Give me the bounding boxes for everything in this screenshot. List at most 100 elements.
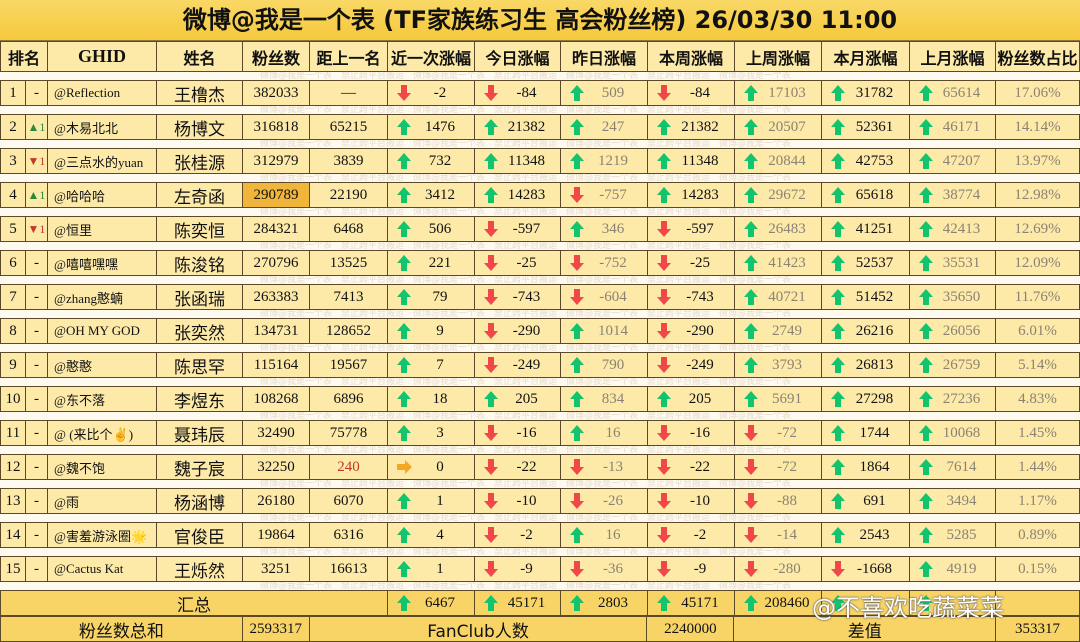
arrow-up-icon (744, 153, 758, 169)
watermark-band: 微博@我是一个表 禁止跨平台搬运 微博@我是一个表 禁止跨平台搬运 微博@我是一… (0, 208, 1080, 216)
arrow-up-icon (570, 323, 584, 339)
rank-change: - (26, 523, 48, 547)
arrow-up-icon (831, 493, 845, 509)
arrow-up-icon (919, 561, 933, 577)
ghid: @雨 (48, 489, 157, 513)
this-week-change: 14283 (648, 183, 735, 207)
fan-share: 1.17% (996, 489, 1080, 513)
yesterday-change: -26 (561, 489, 648, 513)
member-name: 陈思罕 (157, 353, 243, 377)
arrow-down-icon (570, 289, 584, 305)
this-week-change: -22 (648, 455, 735, 479)
arrow-down-icon (484, 357, 498, 373)
rank-change: - (26, 251, 48, 275)
summary-last-month (910, 591, 996, 615)
arrow-up-icon (657, 595, 671, 611)
arrow-down-icon (570, 493, 584, 509)
arrow-down-icon (657, 527, 671, 543)
last-month-change: 42413 (910, 217, 996, 241)
arrow-up-icon (397, 595, 411, 611)
table-row: 10 - @东不落 李煜东 108268 6896 18 205 834 205 5691… (0, 386, 1080, 412)
last-week-change: -88 (735, 489, 822, 513)
arrow-up-icon (919, 357, 933, 373)
header-cell: 本周涨幅 (648, 42, 735, 71)
fan-share: 1.44% (996, 455, 1080, 479)
arrow-down-icon (744, 425, 758, 441)
gap-to-previous: 65215 (310, 115, 388, 139)
arrow-up-icon (484, 187, 498, 203)
member-name: 王烁然 (157, 557, 243, 581)
fan-count: 284321 (243, 217, 310, 241)
arrow-up-icon (919, 323, 933, 339)
watermark-band: 微博@我是一个表 禁止跨平台搬运 微博@我是一个表 禁止跨平台搬运 微博@我是一… (0, 310, 1080, 318)
fan-count: 316818 (243, 115, 310, 139)
fan-count: 115164 (243, 353, 310, 377)
yesterday-change: 346 (561, 217, 648, 241)
watermark-band: 微博@我是一个表 禁止跨平台搬运 微博@我是一个表 禁止跨平台搬运 微博@我是一… (0, 344, 1080, 352)
watermark-band: 微博@我是一个表 禁止跨平台搬运 微博@我是一个表 禁止跨平台搬运 微博@我是一… (0, 174, 1080, 182)
recent-change: 3 (388, 421, 475, 445)
rank: 9 (0, 353, 26, 377)
rank: 8 (0, 319, 26, 343)
this-week-change: -743 (648, 285, 735, 309)
yesterday-change: 834 (561, 387, 648, 411)
this-month-change: 27298 (822, 387, 910, 411)
ghid: @zhang憨蝻 (48, 285, 157, 309)
arrow-up-icon (919, 493, 933, 509)
yesterday-change: -13 (561, 455, 648, 479)
yesterday-change: -604 (561, 285, 648, 309)
gap-to-previous: 13525 (310, 251, 388, 275)
today-change: -9 (475, 557, 561, 581)
member-name: 张奕然 (157, 319, 243, 343)
today-change: -743 (475, 285, 561, 309)
last-month-change: 26759 (910, 353, 996, 377)
arrow-down-icon (484, 221, 498, 237)
fan-count: 134731 (243, 319, 310, 343)
rank-change: ▼1 (26, 217, 48, 241)
arrow-up-icon (744, 357, 758, 373)
fan-share: 17.06% (996, 81, 1080, 105)
recent-change: -2 (388, 81, 475, 105)
arrow-down-icon (744, 527, 758, 543)
today-change: 21382 (475, 115, 561, 139)
last-week-change: -280 (735, 557, 822, 581)
arrow-up-icon (484, 391, 498, 407)
arrow-up-icon (397, 357, 411, 373)
arrow-down-icon (484, 493, 498, 509)
arrow-up-icon (484, 119, 498, 135)
yesterday-change: -752 (561, 251, 648, 275)
yesterday-change: -36 (561, 557, 648, 581)
table-row: 8 - @OH MY GOD 张奕然 134731 128652 9 -290 101… (0, 318, 1080, 344)
rank: 5 (0, 217, 26, 241)
table-row: 14 - @害羞游泳圈🌟 官俊臣 19864 6316 4 -2 16 -2 -14 254… (0, 522, 1080, 548)
ranking-table: 微博@我是一个表 禁止跨平台搬运 微博@我是一个表 禁止跨平台搬运 微博@我是一… (0, 72, 1080, 642)
arrow-up-icon (919, 255, 933, 271)
recent-change: 18 (388, 387, 475, 411)
arrow-down-icon (484, 561, 498, 577)
rank-change: - (26, 81, 48, 105)
fan-count: 108268 (243, 387, 310, 411)
arrow-up-icon (919, 425, 933, 441)
fan-share: 1.45% (996, 421, 1080, 445)
arrow-down-icon (657, 289, 671, 305)
last-month-change: 10068 (910, 421, 996, 445)
yesterday-change: -757 (561, 183, 648, 207)
arrow-down-icon (570, 561, 584, 577)
this-week-change: -25 (648, 251, 735, 275)
gap-to-previous: 6468 (310, 217, 388, 241)
summary-label: 汇总 (0, 591, 388, 615)
arrow-down-icon (570, 459, 584, 475)
arrow-down-icon (657, 323, 671, 339)
last-month-change: 4919 (910, 557, 996, 581)
this-month-change: 1744 (822, 421, 910, 445)
last-week-change: 41423 (735, 251, 822, 275)
gap-to-previous: 22190 (310, 183, 388, 207)
last-week-change: 29672 (735, 183, 822, 207)
arrow-up-icon (831, 323, 845, 339)
header-cell: 上月涨幅 (910, 42, 996, 71)
arrow-up-icon (744, 187, 758, 203)
arrow-up-icon (744, 323, 758, 339)
fan-count: 3251 (243, 557, 310, 581)
arrow-down-icon (657, 221, 671, 237)
this-month-change: 26216 (822, 319, 910, 343)
